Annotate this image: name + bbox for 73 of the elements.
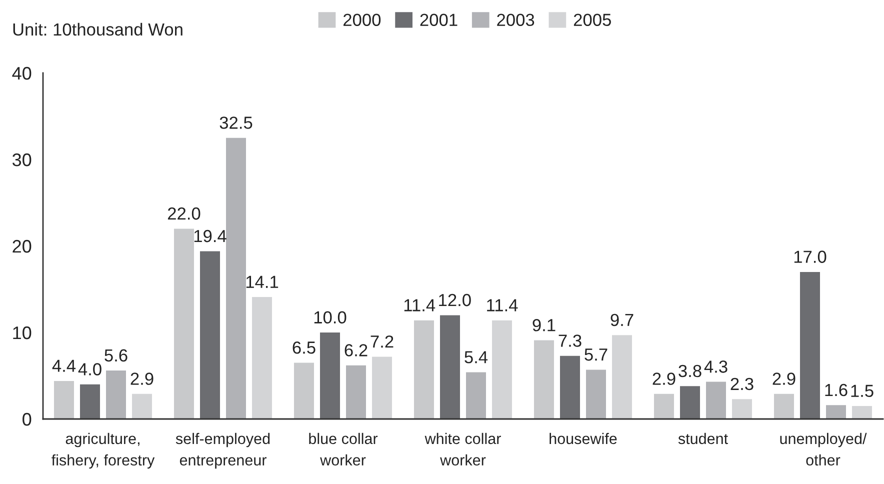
data-label: 10.0 <box>314 311 346 324</box>
bar <box>54 380 74 419</box>
data-label: 32.5 <box>220 116 252 129</box>
data-label: 9.7 <box>610 314 634 326</box>
legend-label: 2003 <box>497 14 534 26</box>
bar <box>320 332 340 419</box>
bar <box>826 405 846 419</box>
bar <box>174 228 194 419</box>
y-axis-title: Unit: 10thousand Won <box>13 22 182 36</box>
data-label: 11.4 <box>487 299 518 312</box>
data-label: 22.0 <box>168 207 200 220</box>
legend-label: 2001 <box>420 14 458 26</box>
data-label: 5.4 <box>464 351 488 364</box>
bar <box>132 394 152 419</box>
bar <box>612 335 632 419</box>
bar <box>534 340 554 419</box>
bar <box>732 399 752 419</box>
bar <box>680 386 700 419</box>
legend-label: 2005 <box>574 14 611 26</box>
y-tick-label: 40 <box>12 66 32 80</box>
data-label: 5.6 <box>104 349 128 362</box>
data-label: 1.5 <box>851 384 874 398</box>
data-label: 3.8 <box>678 364 702 378</box>
legend-label: 2000 <box>344 14 381 26</box>
x-tick-label: student <box>678 432 728 444</box>
y-tick-label: 20 <box>12 240 32 253</box>
data-label: 1.6 <box>825 384 848 396</box>
bar <box>706 382 726 419</box>
data-label: 2.3 <box>730 378 754 390</box>
data-label: 11.4 <box>404 299 436 312</box>
bar <box>560 356 580 419</box>
x-tick-label: self-employed entrepreneur <box>176 432 270 469</box>
bar <box>440 315 460 419</box>
data-label: 17.0 <box>794 250 826 263</box>
data-label: 6.5 <box>292 341 316 354</box>
bar <box>466 372 486 419</box>
bar <box>852 406 872 419</box>
bar <box>774 394 794 419</box>
bar <box>414 320 434 419</box>
y-tick-label: 30 <box>12 153 32 166</box>
x-tick-label: white collar worker <box>424 432 501 466</box>
data-label: 5.7 <box>584 348 608 361</box>
data-label: 7.2 <box>370 335 394 348</box>
data-label: 12.0 <box>439 294 471 306</box>
bar <box>80 384 100 419</box>
x-tick-label: unemployed/ other <box>780 432 867 466</box>
bar <box>586 370 606 419</box>
data-label: 9.1 <box>532 319 556 332</box>
x-tick-label: agriculture, fishery, forestry <box>52 432 155 469</box>
bar <box>252 297 272 419</box>
bar <box>200 251 220 419</box>
bar <box>372 356 392 419</box>
y-tick-label: 0 <box>22 412 32 426</box>
data-label: 2.9 <box>130 372 154 385</box>
bar <box>226 138 246 419</box>
data-label: 2.9 <box>772 372 796 385</box>
data-label: 19.4 <box>194 230 226 242</box>
data-label: 2.9 <box>652 372 676 385</box>
x-tick-label: blue collar worker <box>309 432 378 466</box>
data-label: 4.3 <box>704 360 728 373</box>
bar <box>294 362 314 419</box>
bar <box>492 320 512 419</box>
bar <box>106 370 126 419</box>
y-tick-label: 10 <box>13 326 32 340</box>
bar <box>346 365 366 419</box>
bar <box>654 394 674 419</box>
bar <box>800 272 820 419</box>
data-label: 7.3 <box>558 334 582 347</box>
data-label: 6.2 <box>344 344 368 356</box>
x-tick-label: housewife <box>550 432 617 444</box>
data-label: 4.4 <box>52 360 76 372</box>
data-label: 4.0 <box>78 363 102 376</box>
data-label: 14.1 <box>246 276 278 288</box>
